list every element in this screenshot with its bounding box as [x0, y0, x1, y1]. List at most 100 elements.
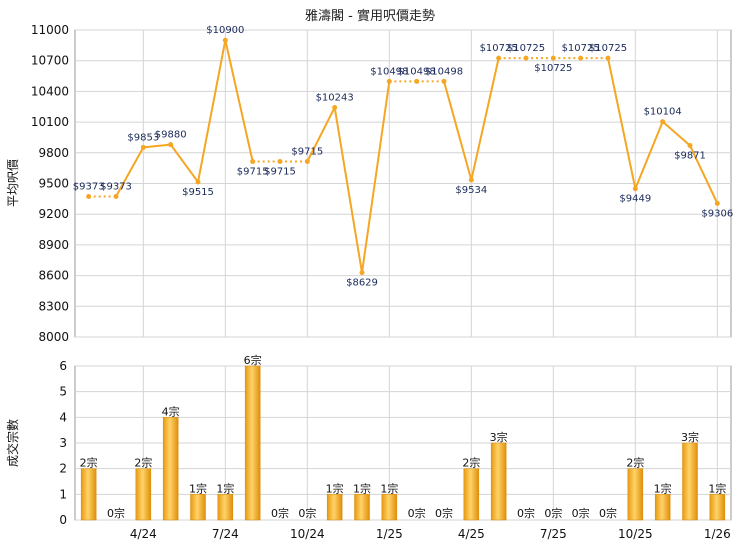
price-data-label: $10725 — [480, 43, 518, 54]
volume-bar — [627, 468, 644, 521]
price-tick-label: 9200 — [38, 207, 69, 221]
volume-bar — [217, 494, 234, 521]
price-line-segment — [361, 81, 391, 273]
price-data-label: $9449 — [619, 194, 651, 205]
price-data-label: $10498 — [370, 66, 408, 77]
price-tick-label: 10700 — [31, 54, 69, 68]
price-tick-label: 8300 — [38, 299, 69, 313]
volume-tick-label: 4 — [59, 410, 67, 424]
volume-bar — [244, 365, 261, 521]
price-point — [714, 200, 720, 206]
x-tick-label: 1/26 — [704, 527, 731, 541]
x-tick-label: 10/24 — [290, 527, 325, 541]
volume-data-label: 1宗 — [216, 481, 234, 495]
volume-data-label: 0宗 — [408, 506, 426, 520]
price-axis-label: 平均呎價 — [6, 159, 20, 207]
volume-data-label: 3宗 — [490, 430, 508, 444]
price-point — [222, 37, 228, 43]
volume-data-label: 0宗 — [435, 506, 453, 520]
price-point — [687, 143, 693, 149]
volume-bar — [381, 494, 398, 521]
price-line-segment — [306, 107, 336, 162]
price-point — [441, 78, 447, 84]
price-point — [578, 55, 584, 61]
price-line-segment — [634, 121, 664, 190]
price-point — [113, 193, 119, 199]
x-tick-label: 10/25 — [618, 527, 653, 541]
volume-data-label: 0宗 — [298, 506, 316, 520]
price-point — [414, 78, 420, 84]
volume-axis-label: 成交宗數 — [5, 419, 20, 467]
price-line-segment — [607, 57, 637, 189]
price-tick-label: 9800 — [38, 146, 69, 160]
x-tick-label: 1/25 — [376, 527, 403, 541]
price-point — [168, 142, 174, 148]
x-tick-label: 4/24 — [130, 527, 157, 541]
volume-tick-label: 2 — [59, 462, 67, 476]
volume-data-label: 1宗 — [326, 481, 344, 495]
price-line-segment — [224, 40, 254, 162]
price-data-label: $9373 — [73, 181, 105, 192]
volume-data-label: 3宗 — [681, 430, 699, 444]
volume-bar — [326, 494, 343, 521]
price-data-label: $9880 — [155, 130, 187, 141]
price-point — [277, 158, 283, 164]
price-tick-label: 10100 — [31, 115, 69, 129]
price-line-segment — [115, 146, 145, 197]
price-data-label: $10498 — [398, 66, 436, 77]
chart-title: 雅濤閣 - 實用呎價走勢 — [305, 8, 435, 24]
volume-bar — [80, 468, 97, 521]
x-tick-label: 7/24 — [212, 527, 239, 541]
volume-data-label: 0宗 — [572, 506, 590, 520]
price-line-segment — [197, 40, 227, 183]
price-line-segment — [143, 143, 171, 149]
price-data-label: $9715 — [291, 146, 323, 157]
price-data-label: $10900 — [206, 25, 244, 36]
volume-data-label: 2宗 — [134, 456, 152, 470]
price-data-label: $10725 — [562, 43, 600, 54]
price-tick-label: 11000 — [31, 23, 69, 37]
price-data-label: $9306 — [701, 208, 733, 219]
price-data-label: $9871 — [674, 151, 706, 162]
x-tick-label: 4/25 — [458, 527, 485, 541]
price-tick-label: 10400 — [31, 84, 69, 98]
volume-data-label: 1宗 — [380, 481, 398, 495]
price-point — [632, 186, 638, 192]
volume-bar — [490, 442, 507, 521]
volume-bar — [162, 417, 179, 521]
volume-data-label: 0宗 — [107, 506, 125, 520]
volume-bar — [463, 468, 480, 521]
price-point — [605, 55, 611, 61]
price-line-segment — [689, 145, 719, 204]
price-point — [86, 193, 92, 199]
volume-tick-label: 5 — [59, 385, 67, 399]
volume-bar — [135, 468, 152, 521]
volume-data-label: 1宗 — [708, 481, 726, 495]
price-tick-label: 8900 — [38, 238, 69, 252]
price-data-label: $10725 — [507, 43, 545, 54]
volume-data-label: 4宗 — [162, 404, 180, 418]
price-point — [523, 55, 529, 61]
price-panel: 8000 8300 8600 8900 9200 9500 9800 10100 10400 10… — [31, 23, 733, 344]
volume-bar — [654, 494, 671, 521]
volume-data-label: 0宗 — [599, 506, 617, 520]
volume-data-label: 1宗 — [654, 481, 672, 495]
price-point — [386, 78, 392, 84]
price-point — [660, 119, 666, 125]
volume-tick-label: 3 — [59, 436, 67, 450]
volume-tick-label: 1 — [59, 487, 67, 501]
price-tick-label: 8600 — [38, 269, 69, 283]
price-data-label: $9853 — [127, 132, 159, 143]
price-point — [359, 270, 365, 276]
price-data-label: $10725 — [534, 63, 572, 74]
price-data-label: $9715 — [264, 166, 296, 177]
volume-data-label: 1宗 — [353, 481, 371, 495]
price-data-label: $9515 — [182, 187, 214, 198]
price-data-label: $10725 — [589, 43, 627, 54]
price-point — [140, 144, 146, 150]
volume-bar — [709, 494, 726, 521]
price-data-label: $8629 — [346, 278, 378, 289]
price-data-label: $10243 — [316, 92, 354, 103]
